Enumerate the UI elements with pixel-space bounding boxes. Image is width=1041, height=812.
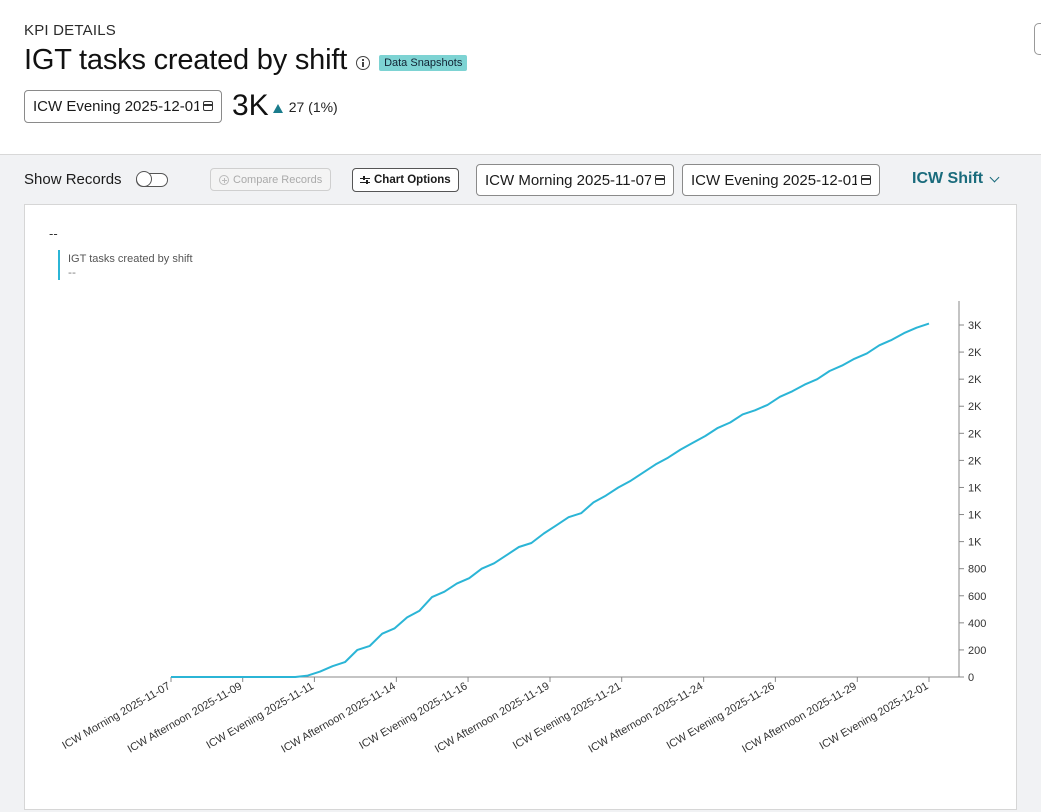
chevron-down-icon: [989, 172, 1000, 182]
y-tick-label: 3K: [968, 320, 982, 332]
y-tick-label: 1K: [968, 537, 982, 549]
show-records-label: Show Records: [24, 171, 122, 188]
kpi-delta: 27 (1%): [288, 99, 338, 115]
y-tick-label: 2K: [968, 428, 982, 440]
y-tick-label: 600: [968, 591, 986, 603]
chart-title: --: [49, 227, 58, 241]
kpi-value: 3K: [232, 89, 269, 122]
date-from-select[interactable]: ICW Morning 2025-11-07: [476, 164, 674, 196]
y-tick-label: 1K: [968, 482, 982, 494]
trend-up-icon: [272, 103, 283, 113]
snapshot-date-select[interactable]: ICW Evening 2025-12-01: [24, 89, 222, 123]
group-by-value: ICW Shift: [912, 170, 984, 187]
sliders-icon: [360, 175, 370, 185]
plus-circle-icon: [219, 174, 229, 185]
page-title: IGT tasks created by shift: [24, 44, 348, 76]
y-tick-label: 2K: [968, 455, 982, 467]
y-tick-label: 2K: [968, 347, 982, 359]
top-right-button[interactable]: [1034, 23, 1041, 55]
y-tick-label: 400: [968, 618, 986, 630]
x-tick-label: ICW Afternoon 2025-11-09: [126, 680, 245, 755]
kpi-header: KPI DETAILS IGT tasks created by shift D…: [0, 0, 1041, 154]
kpi-row: ICW Evening 2025-12-01 3K 27 (1%): [24, 89, 338, 123]
date-from-value: ICW Morning 2025-11-07: [485, 171, 651, 189]
y-tick-label: 0: [968, 672, 974, 684]
calendar-icon: [203, 101, 213, 111]
y-tick-label: 2K: [968, 374, 982, 386]
date-to-select[interactable]: ICW Evening 2025-12-01: [682, 164, 880, 196]
legend-sublabel: --: [68, 266, 76, 279]
y-tick-label: 2K: [968, 401, 982, 413]
legend-label[interactable]: IGT tasks created by shift: [68, 253, 193, 265]
line-chart: -- IGT tasks created by shift -- 0 200 400…: [49, 227, 986, 756]
chart-options-label: Chart Options: [374, 174, 451, 186]
calendar-icon: [861, 175, 871, 185]
info-icon[interactable]: [356, 55, 371, 70]
section-label: KPI DETAILS: [24, 22, 116, 39]
y-tick-label: 1K: [968, 510, 982, 522]
compare-records-label: Compare Records: [233, 173, 323, 186]
plot-area: [171, 322, 930, 678]
date-to-value: ICW Evening 2025-12-01: [691, 171, 857, 189]
y-tick-label: 200: [968, 645, 986, 657]
series-line[interactable]: [171, 322, 930, 678]
group-by-select[interactable]: ICW Shift: [912, 170, 1000, 188]
chart-card: -- IGT tasks created by shift -- 0 200 400…: [24, 204, 1017, 810]
chart-options-button[interactable]: Chart Options: [352, 168, 459, 192]
snapshot-date-value: ICW Evening 2025-12-01: [33, 97, 199, 115]
calendar-icon: [655, 175, 665, 185]
y-tick-label: 800: [968, 564, 986, 576]
legend-swatch: [58, 250, 60, 280]
compare-records-button[interactable]: Compare Records: [210, 168, 332, 191]
title-row: IGT tasks created by shift Data Snapshot…: [24, 44, 468, 77]
data-snapshots-badge: Data Snapshots: [379, 54, 468, 71]
show-records-toggle[interactable]: [136, 171, 168, 187]
chart-section: Show Records Compare Records Chart Optio…: [0, 23, 1041, 812]
